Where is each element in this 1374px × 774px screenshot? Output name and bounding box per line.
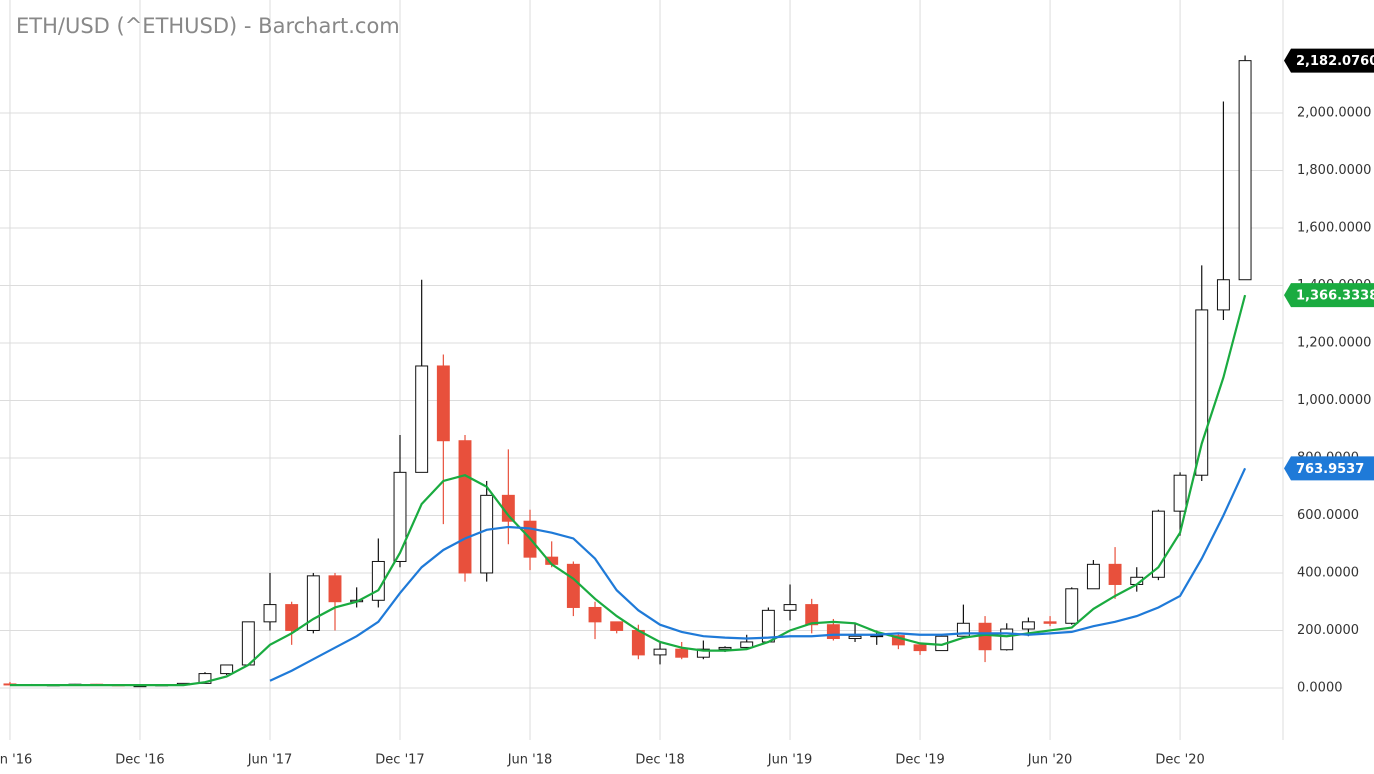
- x-tick-label: Jun '20: [1027, 753, 1073, 768]
- candle-body: [415, 365, 429, 473]
- candle-body: [631, 629, 645, 656]
- x-tick-label: Jun '18: [507, 753, 553, 768]
- labels: 0.0000200.0000400.0000600.0000800.00001,…: [0, 48, 1374, 768]
- candle-body: [783, 604, 797, 611]
- candle-body: [826, 624, 840, 640]
- y-tick-label: 400.0000: [1297, 565, 1359, 580]
- x-tick-label: Jun '16: [0, 753, 32, 768]
- candle-body: [805, 604, 819, 626]
- last-value-label: 1,366.3338: [1296, 289, 1374, 304]
- candle-body: [480, 494, 494, 574]
- candle-body: [1195, 309, 1209, 476]
- last-value-label: 2,182.0760: [1296, 54, 1374, 69]
- y-tick-label: 1,800.0000: [1297, 163, 1371, 178]
- candle-body: [696, 648, 710, 658]
- y-tick-label: 600.0000: [1297, 508, 1359, 523]
- x-tick-label: Dec '17: [375, 753, 424, 768]
- candle-body: [913, 644, 927, 652]
- candle-body: [263, 604, 277, 623]
- chart-title: ETH/USD (^ETHUSD) - Barchart.com: [16, 14, 400, 38]
- x-tick-label: Jun '19: [767, 753, 813, 768]
- candle-body: [956, 622, 970, 637]
- candle-body: [588, 606, 602, 623]
- candle-body: [1108, 563, 1122, 585]
- y-tick-label: 0.0000: [1297, 680, 1343, 695]
- x-tick-label: Dec '19: [895, 753, 944, 768]
- candle-body: [285, 604, 299, 631]
- candle-body: [566, 563, 580, 608]
- candle-body: [848, 635, 862, 640]
- candle-body: [1151, 510, 1165, 578]
- candle-body: [436, 365, 450, 442]
- candle-body: [610, 621, 624, 631]
- candle-body: [1021, 621, 1035, 630]
- moving-average-line: [9, 294, 1247, 687]
- candle-body: [241, 621, 255, 666]
- candle-body: [458, 440, 472, 574]
- x-tick-label: Dec '18: [635, 753, 684, 768]
- moving-average-line: [269, 467, 1247, 682]
- candle-body: [978, 622, 992, 651]
- x-tick-label: Dec '20: [1155, 753, 1204, 768]
- candle-body: [1086, 563, 1100, 590]
- y-tick-label: 1,200.0000: [1297, 335, 1371, 350]
- candle-body: [328, 575, 342, 603]
- y-tick-label: 200.0000: [1297, 623, 1359, 638]
- candle-body: [393, 471, 407, 562]
- candle-body: [198, 673, 212, 684]
- candle-body: [1238, 60, 1252, 281]
- last-value-box: [1284, 456, 1374, 481]
- candle-body: [1043, 621, 1057, 624]
- candle-body: [740, 641, 754, 648]
- grid: [0, 0, 1284, 740]
- last-value-label: 763.9537: [1296, 462, 1364, 477]
- candle-body: [653, 648, 667, 656]
- x-tick-label: Jun '17: [247, 753, 293, 768]
- y-tick-label: 2,000.0000: [1297, 105, 1371, 120]
- candle-body: [1216, 279, 1230, 311]
- last-value-box: [1284, 283, 1374, 308]
- candle-body: [1065, 588, 1079, 624]
- candle-body: [675, 648, 689, 658]
- candle-body: [220, 664, 234, 675]
- y-tick-label: 1,000.0000: [1297, 393, 1371, 408]
- last-value-box: [1284, 48, 1374, 73]
- candle-body: [1173, 474, 1187, 512]
- candle-body: [1000, 628, 1014, 651]
- plot: [3, 55, 1252, 688]
- x-tick-label: Dec '16: [115, 753, 164, 768]
- candle-body: [718, 646, 732, 650]
- candle-body: [306, 575, 320, 631]
- y-tick-label: 1,600.0000: [1297, 220, 1371, 235]
